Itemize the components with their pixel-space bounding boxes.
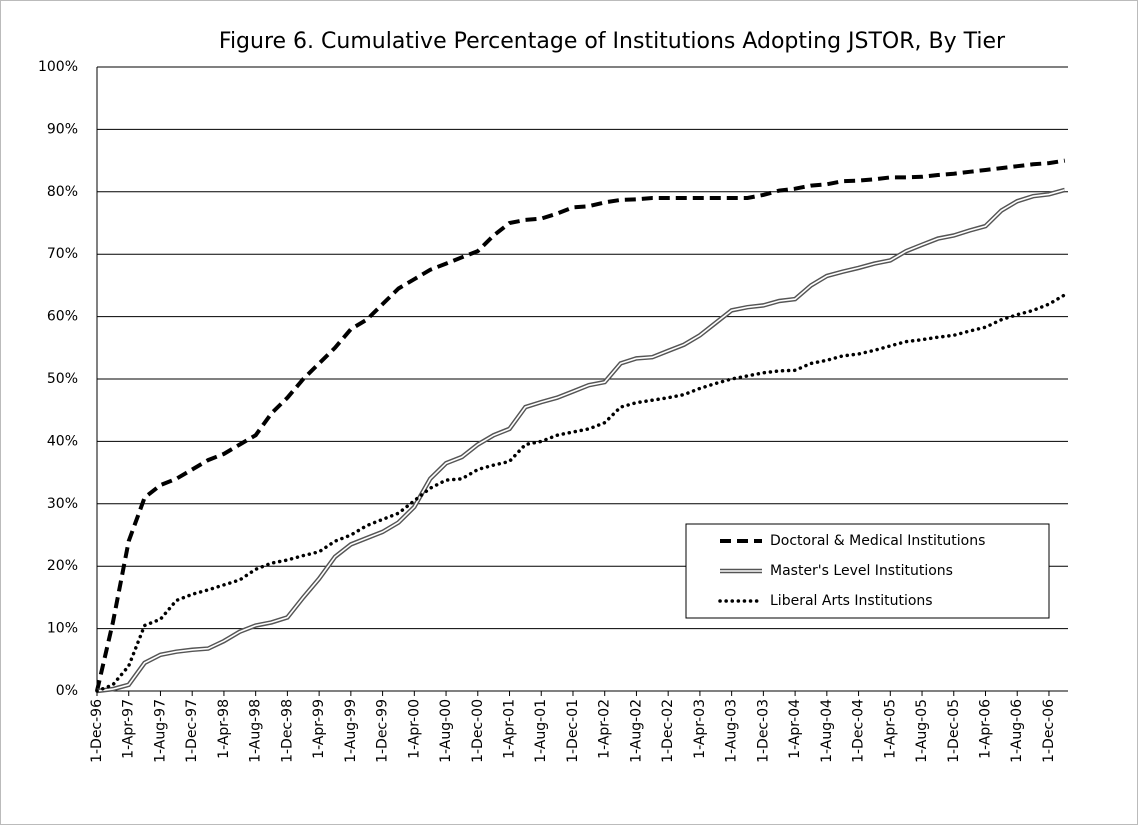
x-tick-label: 1-Aug-02 (628, 699, 644, 763)
x-tick-label: 1-Dec-01 (565, 699, 581, 763)
x-tick-label: 1-Dec-00 (470, 699, 486, 763)
y-tick-label: 50% (47, 371, 78, 387)
x-tick-label: 1-Dec-03 (755, 699, 771, 763)
x-tick-label: 1-Aug-00 (438, 699, 454, 763)
x-tick-label: 1-Apr-02 (597, 699, 613, 759)
x-tick-label: 1-Aug-98 (248, 699, 264, 763)
y-tick-label: 20% (47, 558, 78, 574)
x-tick-label: 1-Dec-97 (184, 699, 200, 763)
x-tick-label: 1-Apr-99 (311, 699, 327, 759)
x-tick-label: 1-Dec-02 (660, 699, 676, 763)
series-line (95, 158, 1066, 692)
series (96, 187, 1066, 694)
x-tick-label: 1-Apr-05 (882, 699, 898, 759)
x-tick-label: 1-Dec-98 (279, 699, 295, 763)
x-tick-label: 1-Aug-05 (914, 699, 930, 763)
y-tick-label: 70% (47, 246, 78, 262)
x-tick-label: 1-Apr-00 (406, 699, 422, 759)
y-tick-label: 90% (47, 121, 78, 137)
x-tick-label: 1-Dec-99 (375, 699, 391, 763)
x-tick-label: 1-Dec-05 (946, 699, 962, 763)
series-line (95, 293, 1067, 693)
y-tick-label: 60% (47, 309, 78, 325)
legend: Doctoral & Medical Institutions Master's … (685, 523, 1050, 619)
x-tick-label: 1-Aug-97 (152, 699, 168, 763)
series (95, 293, 1067, 693)
x-tick-label: 1-Apr-98 (216, 699, 232, 759)
y-tick-label: 40% (47, 433, 78, 449)
x-tick-label: 1-Aug-99 (343, 699, 359, 763)
y-tick-label: 0% (56, 683, 78, 699)
x-tick-label: 1-Aug-06 (1009, 699, 1025, 763)
x-tick-label: 1-Aug-01 (533, 699, 549, 763)
x-tick-label: 1-Apr-03 (692, 699, 708, 759)
y-tick-label: 80% (47, 184, 78, 200)
x-tick-label: 1-Dec-04 (851, 699, 867, 763)
legend-label: Liberal Arts Institutions (770, 593, 933, 609)
legend-item: Liberal Arts Institutions (718, 593, 933, 609)
chart-title: Figure 6. Cumulative Percentage of Insti… (219, 29, 1006, 54)
y-tick-label: 30% (47, 496, 78, 512)
x-tick-label: 1-Apr-04 (787, 699, 803, 759)
x-tick-label: 1-Dec-06 (1041, 699, 1057, 763)
legend-label: Doctoral & Medical Institutions (770, 533, 985, 549)
series (95, 158, 1066, 692)
x-tick-label: 1-Apr-01 (502, 699, 518, 759)
legend-item: Master's Level Institutions (720, 563, 953, 579)
x-tick-label: 1-Aug-03 (724, 699, 740, 763)
y-tick-label: 100% (38, 59, 78, 75)
x-tick-label: 1-Apr-06 (977, 699, 993, 759)
x-tick-label: 1-Dec-96 (89, 699, 105, 763)
y-tick-label: 10% (47, 621, 78, 637)
legend-label: Master's Level Institutions (770, 563, 953, 579)
legend-item: Doctoral & Medical Institutions (720, 533, 985, 549)
x-tick-label: 1-Aug-04 (819, 699, 835, 763)
x-tick-label: 1-Apr-97 (121, 699, 137, 759)
series-line-inner (96, 189, 1066, 692)
